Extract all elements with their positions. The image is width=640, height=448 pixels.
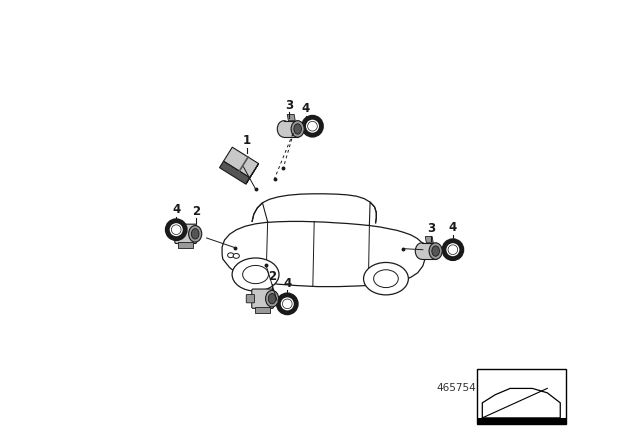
Ellipse shape	[429, 243, 442, 259]
Ellipse shape	[291, 121, 304, 137]
Ellipse shape	[243, 265, 268, 284]
FancyBboxPatch shape	[175, 224, 196, 244]
Ellipse shape	[278, 295, 296, 313]
Ellipse shape	[189, 225, 202, 242]
Polygon shape	[255, 307, 270, 313]
Text: 465754: 465754	[436, 383, 476, 393]
Ellipse shape	[294, 124, 301, 134]
FancyBboxPatch shape	[246, 294, 255, 303]
Polygon shape	[483, 388, 560, 418]
Ellipse shape	[374, 270, 398, 288]
Text: 4: 4	[301, 102, 310, 115]
Bar	[477, 369, 566, 424]
Ellipse shape	[448, 245, 458, 254]
Ellipse shape	[228, 253, 234, 258]
Text: 4: 4	[449, 221, 457, 234]
Polygon shape	[223, 147, 259, 178]
Text: 2: 2	[268, 270, 276, 283]
Ellipse shape	[191, 228, 199, 239]
Ellipse shape	[266, 290, 278, 307]
Polygon shape	[246, 164, 259, 184]
Ellipse shape	[303, 117, 321, 135]
Ellipse shape	[277, 121, 291, 137]
Text: 3: 3	[428, 222, 436, 235]
Polygon shape	[422, 243, 436, 259]
Text: 4: 4	[283, 277, 291, 290]
Ellipse shape	[432, 246, 440, 256]
Polygon shape	[425, 237, 433, 243]
Ellipse shape	[172, 225, 181, 234]
Ellipse shape	[444, 241, 462, 258]
FancyBboxPatch shape	[252, 289, 273, 308]
FancyBboxPatch shape	[170, 230, 177, 238]
Ellipse shape	[364, 263, 408, 295]
Text: 1: 1	[243, 134, 251, 147]
Ellipse shape	[308, 121, 317, 131]
Ellipse shape	[233, 254, 239, 258]
Polygon shape	[220, 161, 250, 184]
Ellipse shape	[268, 293, 276, 304]
Polygon shape	[178, 242, 193, 248]
Polygon shape	[222, 221, 425, 287]
Text: 4: 4	[172, 203, 180, 216]
Ellipse shape	[415, 243, 428, 259]
Ellipse shape	[167, 221, 185, 239]
Text: 3: 3	[285, 99, 293, 112]
Ellipse shape	[282, 299, 292, 309]
Ellipse shape	[232, 258, 279, 291]
Polygon shape	[287, 115, 295, 121]
Bar	[477, 418, 566, 424]
Text: 2: 2	[192, 205, 200, 218]
Polygon shape	[284, 121, 298, 137]
